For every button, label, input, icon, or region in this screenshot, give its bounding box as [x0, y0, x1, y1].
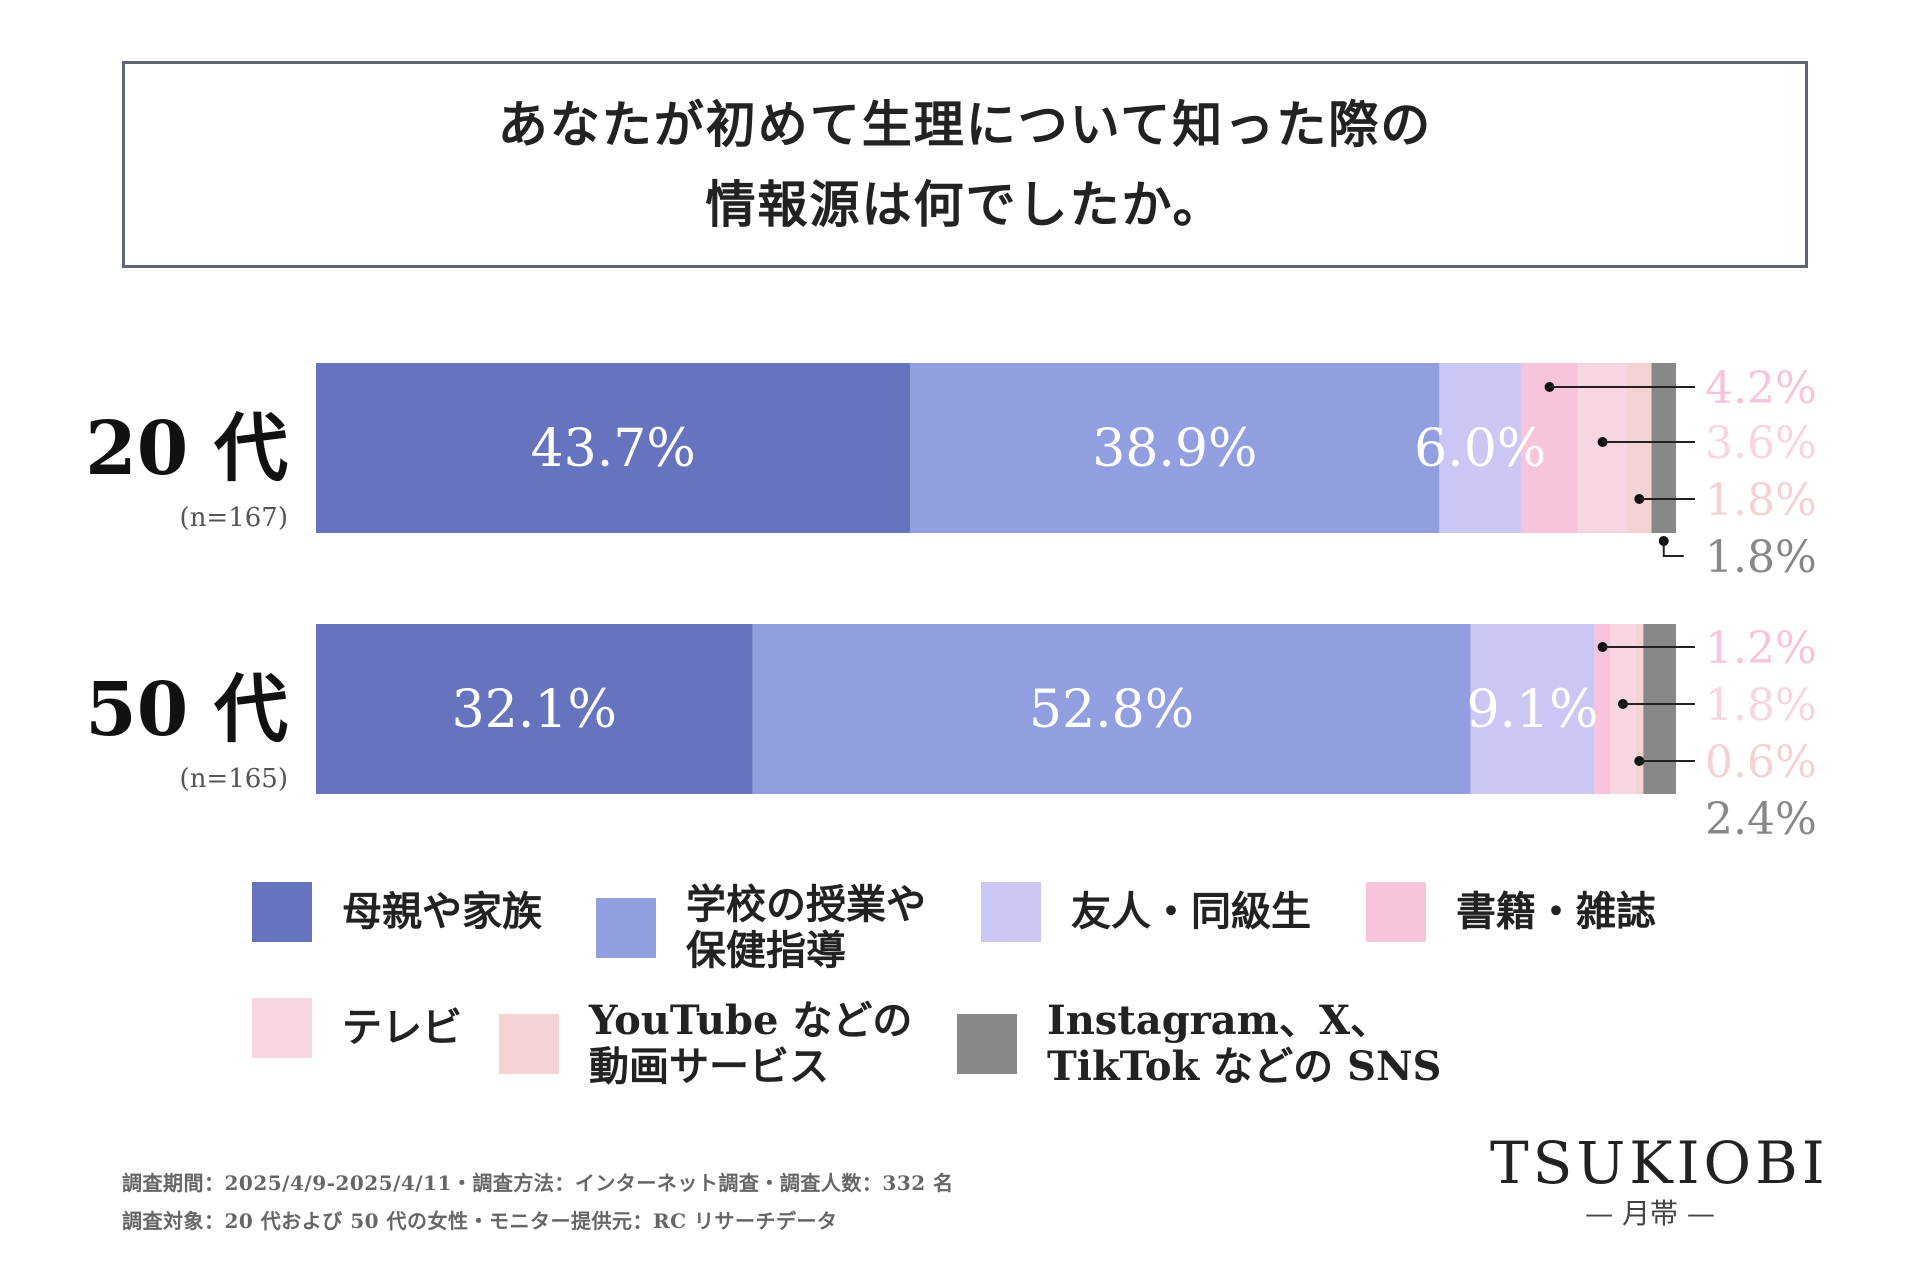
- legend-label: テレビ: [342, 1004, 462, 1051]
- legend-label: Instagram、X、 TikTok などの SNS: [1047, 997, 1442, 1090]
- brand-name: TSUKIOBI: [1490, 1129, 1829, 1197]
- legend-label: YouTube などの 動画サービス: [589, 997, 913, 1090]
- bar-segment: [1439, 363, 1521, 533]
- legend-item: Instagram、X、 TikTok などの SNS: [957, 998, 1441, 1090]
- brand-logo: TSUKIOBI — 月帯 —: [1490, 1129, 1829, 1234]
- bar-segment: [1643, 624, 1676, 794]
- bar-segment: [1578, 363, 1628, 533]
- legend-swatch: [596, 898, 656, 958]
- legend-swatch: [957, 1014, 1017, 1074]
- legend-swatch: [981, 882, 1041, 942]
- bar-segment: [316, 363, 911, 533]
- legend-label: 母親や家族: [342, 888, 542, 935]
- legend-label: 学校の授業や 保健指導: [686, 881, 926, 974]
- callout-label: 0.6%: [1705, 737, 1817, 788]
- data-label: 38.9%: [1092, 419, 1257, 479]
- legend-item: 書籍・雑誌: [1366, 882, 1656, 942]
- callout-label: 3.6%: [1705, 418, 1817, 469]
- legend-item: YouTube などの 動画サービス: [499, 998, 912, 1090]
- bar-segment: [910, 363, 1440, 533]
- sample-size-label: (n=165): [180, 764, 288, 794]
- bar-segment: [1651, 363, 1676, 533]
- brand-subtitle: — 月帯 —: [1585, 1197, 1715, 1230]
- survey-target-note: 調査対象：20 代および 50 代の女性・モニター提供元：RC リサーチデータ: [122, 1209, 838, 1233]
- callout-label: 2.4%: [1705, 794, 1817, 845]
- legend-swatch: [1366, 882, 1426, 942]
- callout-line: [1662, 541, 1684, 557]
- bar-segment: [752, 624, 1471, 794]
- bar-segment: [316, 624, 753, 794]
- data-label: 43.7%: [531, 419, 696, 479]
- legend-item: テレビ: [252, 998, 462, 1058]
- chart-title-line-1: あなたが初めて生理について知った際の: [497, 94, 1433, 154]
- data-label: 6.0%: [1414, 419, 1546, 479]
- data-label: 9.1%: [1466, 680, 1598, 740]
- legend-item: 学校の授業や 保健指導: [596, 882, 926, 974]
- bar-segment: [1470, 624, 1595, 794]
- legend-label: 書籍・雑誌: [1456, 888, 1656, 935]
- legend-label: 友人・同級生: [1071, 888, 1311, 935]
- callout-label: 1.8%: [1705, 680, 1817, 731]
- sample-size-label: (n=167): [180, 503, 288, 533]
- callout-label: 1.8%: [1705, 475, 1817, 526]
- category-label: 20 代: [85, 406, 288, 492]
- legend-item: 友人・同級生: [981, 882, 1311, 942]
- bar-segment: [1635, 624, 1644, 794]
- callout-label: 1.8%: [1705, 532, 1817, 583]
- legend-swatch: [252, 882, 312, 942]
- category-label: 50 代: [85, 667, 288, 753]
- chart-title-box: あなたが初めて生理について知った際の 情報源は何でしたか。: [122, 61, 1808, 268]
- bar-segment: [1627, 363, 1652, 533]
- legend-swatch: [499, 1014, 559, 1074]
- callout-label: 1.2%: [1705, 623, 1817, 674]
- legend-swatch: [252, 998, 312, 1058]
- data-label: 52.8%: [1029, 680, 1194, 740]
- chart-title-line-2: 情報源は何でしたか。: [705, 174, 1225, 234]
- legend-item: 母親や家族: [252, 882, 542, 942]
- survey-period-note: 調査期間：2025/4/9-2025/4/11・調査方法：インターネット調査・調…: [122, 1171, 954, 1195]
- data-label: 32.1%: [452, 680, 617, 740]
- bar-segment: [1594, 624, 1611, 794]
- callout-label: 4.2%: [1705, 363, 1817, 414]
